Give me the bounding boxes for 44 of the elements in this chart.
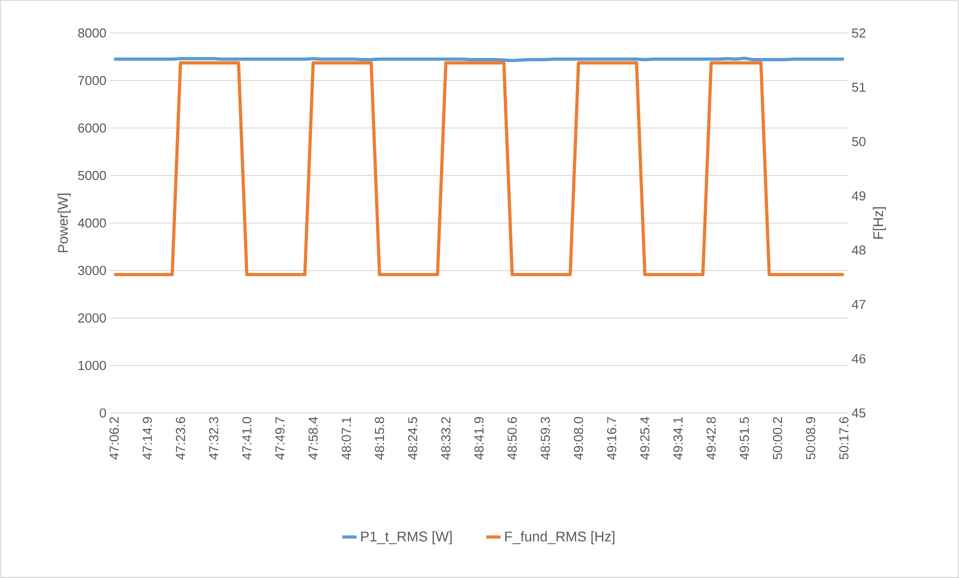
x-tick-label: 49:51.5 (740, 417, 749, 460)
y2-tick-label: 45 (852, 408, 866, 418)
x-tick-label: 48:15.8 (374, 417, 384, 460)
x-tick-label: 49:25.4 (640, 416, 650, 460)
y-tick-label: 6000 (78, 123, 106, 133)
x-tick-label: 49:16.7 (607, 417, 616, 460)
y-tick-label: 3000 (78, 266, 106, 276)
x-tick-label: 47:58.4 (308, 416, 318, 460)
x-tick-label: 49:42.8 (706, 417, 716, 460)
x-tick-label: 48:07.1 (342, 417, 351, 460)
x-tick-label: 47:23.6 (176, 417, 186, 460)
x-tick-label: 49:34.1 (673, 417, 683, 460)
y2-axis-title: F[Hz] (872, 207, 886, 239)
x-tick-label: 50:00.2 (772, 417, 782, 460)
y-tick-label: 8000 (78, 28, 106, 38)
y2-tick-label: 46 (852, 354, 866, 364)
x-tick-label: 47:06.2 (110, 417, 119, 460)
x-tick-label: 50:08.9 (806, 417, 816, 460)
y-tick-label: 5000 (78, 170, 106, 180)
x-tick-label: 47:32.3 (209, 417, 218, 460)
y2-tick-label: 52 (852, 28, 866, 38)
y-tick-label: 2000 (78, 313, 106, 323)
y2-tick-label: 51 (852, 82, 866, 92)
x-tick-label: 47:49.7 (275, 417, 285, 460)
y-tick-label: 4000 (78, 218, 106, 228)
y-tick-label: 1000 (78, 360, 106, 370)
y2-tick-label: 49 (852, 191, 866, 200)
x-tick-label: 48:50.6 (508, 417, 517, 460)
x-tick-label: 50:17.6 (839, 417, 848, 460)
y-axis-title: Power[W] (58, 194, 71, 252)
y-tick-label: 0 (100, 408, 106, 418)
x-tick-label: 48:41.9 (474, 417, 484, 460)
y-tick-label: 7000 (78, 76, 106, 86)
legend-label: F_fund_RMS [Hz] (505, 531, 614, 544)
y2-tick-label: 47 (852, 300, 866, 309)
x-tick-label: 48:59.3 (540, 417, 550, 460)
x-tick-label: 47:41.0 (242, 417, 252, 460)
x-tick-label: 48:24.5 (408, 417, 418, 460)
y2-tick-label: 50 (852, 136, 866, 146)
legend-label: P1_t_RMS [W] (361, 531, 452, 544)
x-tick-label: 49:08.0 (574, 417, 584, 460)
y2-tick-label: 48 (852, 246, 866, 255)
x-tick-label: 47:14.9 (142, 417, 152, 460)
x-tick-label: 48:33.2 (441, 417, 450, 460)
